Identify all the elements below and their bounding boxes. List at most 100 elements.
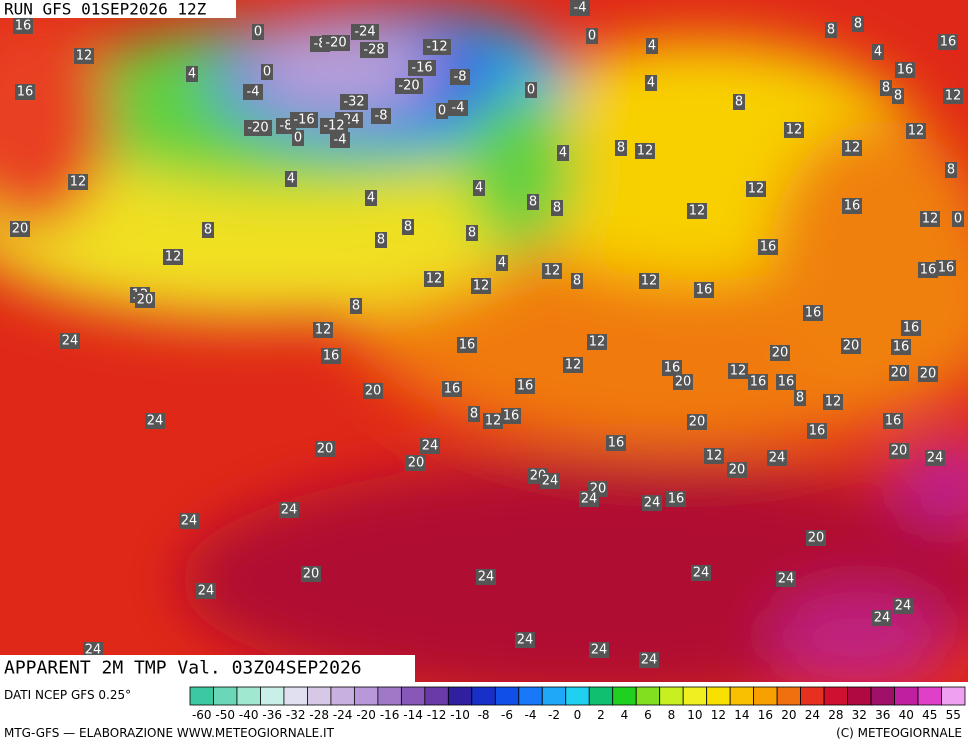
label-box xyxy=(823,394,843,410)
label-box xyxy=(563,357,583,373)
temperature-label: 12 xyxy=(641,274,658,289)
run-box xyxy=(0,0,236,18)
temperature-label: -4 xyxy=(334,133,347,148)
label-box xyxy=(436,103,448,119)
label-box xyxy=(515,632,535,648)
temperature-label: 24 xyxy=(542,474,559,489)
colorbar-cell xyxy=(213,686,238,706)
colorbar-tick-label: 45 xyxy=(922,708,937,722)
temperature-label: 24 xyxy=(874,611,891,626)
colorbar-tick-label: 55 xyxy=(946,708,961,722)
label-box xyxy=(292,130,304,146)
temperature-label: 12 xyxy=(730,364,747,379)
temperature-label: 12 xyxy=(786,123,803,138)
label-box xyxy=(74,48,94,64)
label-box xyxy=(551,200,563,216)
colorbar-tick-label: 40 xyxy=(899,708,914,722)
temperature-label: 16 xyxy=(940,35,957,50)
temperature-label: 16 xyxy=(664,361,681,376)
label-box xyxy=(901,320,921,336)
label-box xyxy=(340,94,368,110)
colorbar-cell xyxy=(307,686,332,706)
colorbar-tick-label: -6 xyxy=(501,708,513,722)
temperature-label: 12 xyxy=(165,250,182,265)
label-box xyxy=(13,18,33,34)
colorbar-tick-label: -4 xyxy=(525,708,537,722)
temperature-label: 24 xyxy=(769,451,786,466)
label-box xyxy=(691,565,711,581)
label-box xyxy=(285,171,297,187)
temperature-label: 24 xyxy=(581,492,598,507)
temperature-label: 16 xyxy=(17,85,34,100)
temperature-label: 16 xyxy=(15,19,32,34)
temperature-label: -16 xyxy=(411,61,432,76)
colorbar-tick-label: 2 xyxy=(597,708,605,722)
label-box xyxy=(895,62,915,78)
label-box xyxy=(906,123,926,139)
label-box xyxy=(639,652,659,668)
temperature-label: 24 xyxy=(644,496,661,511)
temperature-label: 12 xyxy=(589,335,606,350)
colorbar-tick-label: -36 xyxy=(262,708,282,722)
temperature-label: 24 xyxy=(181,514,198,529)
colorbar-tick-label: 0 xyxy=(574,708,582,722)
temperature-label: 24 xyxy=(478,570,495,585)
copyright: (C) METEOGIORNALE xyxy=(836,726,962,740)
label-box xyxy=(872,610,892,626)
colorbar-tick-label: 14 xyxy=(734,708,749,722)
label-box xyxy=(423,39,451,55)
label-box xyxy=(420,438,440,454)
label-box xyxy=(770,345,790,361)
label-box xyxy=(571,273,583,289)
temperature-label: 8 xyxy=(204,223,212,238)
temperature-label: 12 xyxy=(908,124,925,139)
label-box xyxy=(68,174,88,190)
temperature-label: 4 xyxy=(188,67,196,82)
temperature-label: 16 xyxy=(897,63,914,78)
label-box xyxy=(889,443,909,459)
label-box xyxy=(918,262,938,278)
label-box xyxy=(943,88,963,104)
label-box xyxy=(893,598,913,614)
colorbar-tick-label: -60 xyxy=(192,708,212,722)
label-box xyxy=(557,145,569,161)
label-box xyxy=(525,82,537,98)
label-box xyxy=(728,363,748,379)
label-box xyxy=(842,140,862,156)
temperature-label: 20 xyxy=(729,463,746,478)
temperature-label: 4 xyxy=(287,172,295,187)
temperature-label: 24 xyxy=(927,451,944,466)
label-box xyxy=(635,143,655,159)
temperature-label: 12 xyxy=(473,279,490,294)
colorbar-tick-label: -16 xyxy=(380,708,400,722)
colorbar-cell xyxy=(823,686,848,706)
temperature-label: 8 xyxy=(553,201,561,216)
label-box xyxy=(60,333,80,349)
colorbar-tick-label: 6 xyxy=(644,708,652,722)
label-box xyxy=(803,305,823,321)
colorbar-tick-label: 8 xyxy=(668,708,676,722)
temperature-label: -28 xyxy=(363,43,384,58)
temperature-label: 16 xyxy=(893,340,910,355)
temperature-label: 16 xyxy=(608,436,625,451)
temperature-label: 16 xyxy=(517,379,534,394)
label-box xyxy=(408,60,436,76)
label-box xyxy=(473,180,485,196)
label-box xyxy=(83,642,103,658)
colorbar-tick-label: -12 xyxy=(427,708,447,722)
label-box xyxy=(639,273,659,289)
label-box xyxy=(442,381,462,397)
temperature-label: 8 xyxy=(617,141,625,156)
temperature-label: 12 xyxy=(706,449,723,464)
temperature-label: 20 xyxy=(137,293,154,308)
label-box xyxy=(468,406,480,422)
temperature-label: 16 xyxy=(444,382,461,397)
colorbar-cell xyxy=(659,686,684,706)
colorbar-tick-label: -14 xyxy=(403,708,423,722)
label-box xyxy=(360,42,388,58)
credit: MTG-GFS — ELABORAZIONE WWW.METEOGIORNALE… xyxy=(4,726,335,740)
temperature-label: 8 xyxy=(827,23,835,38)
temperature-label: 24 xyxy=(422,439,439,454)
label-box xyxy=(767,450,787,466)
